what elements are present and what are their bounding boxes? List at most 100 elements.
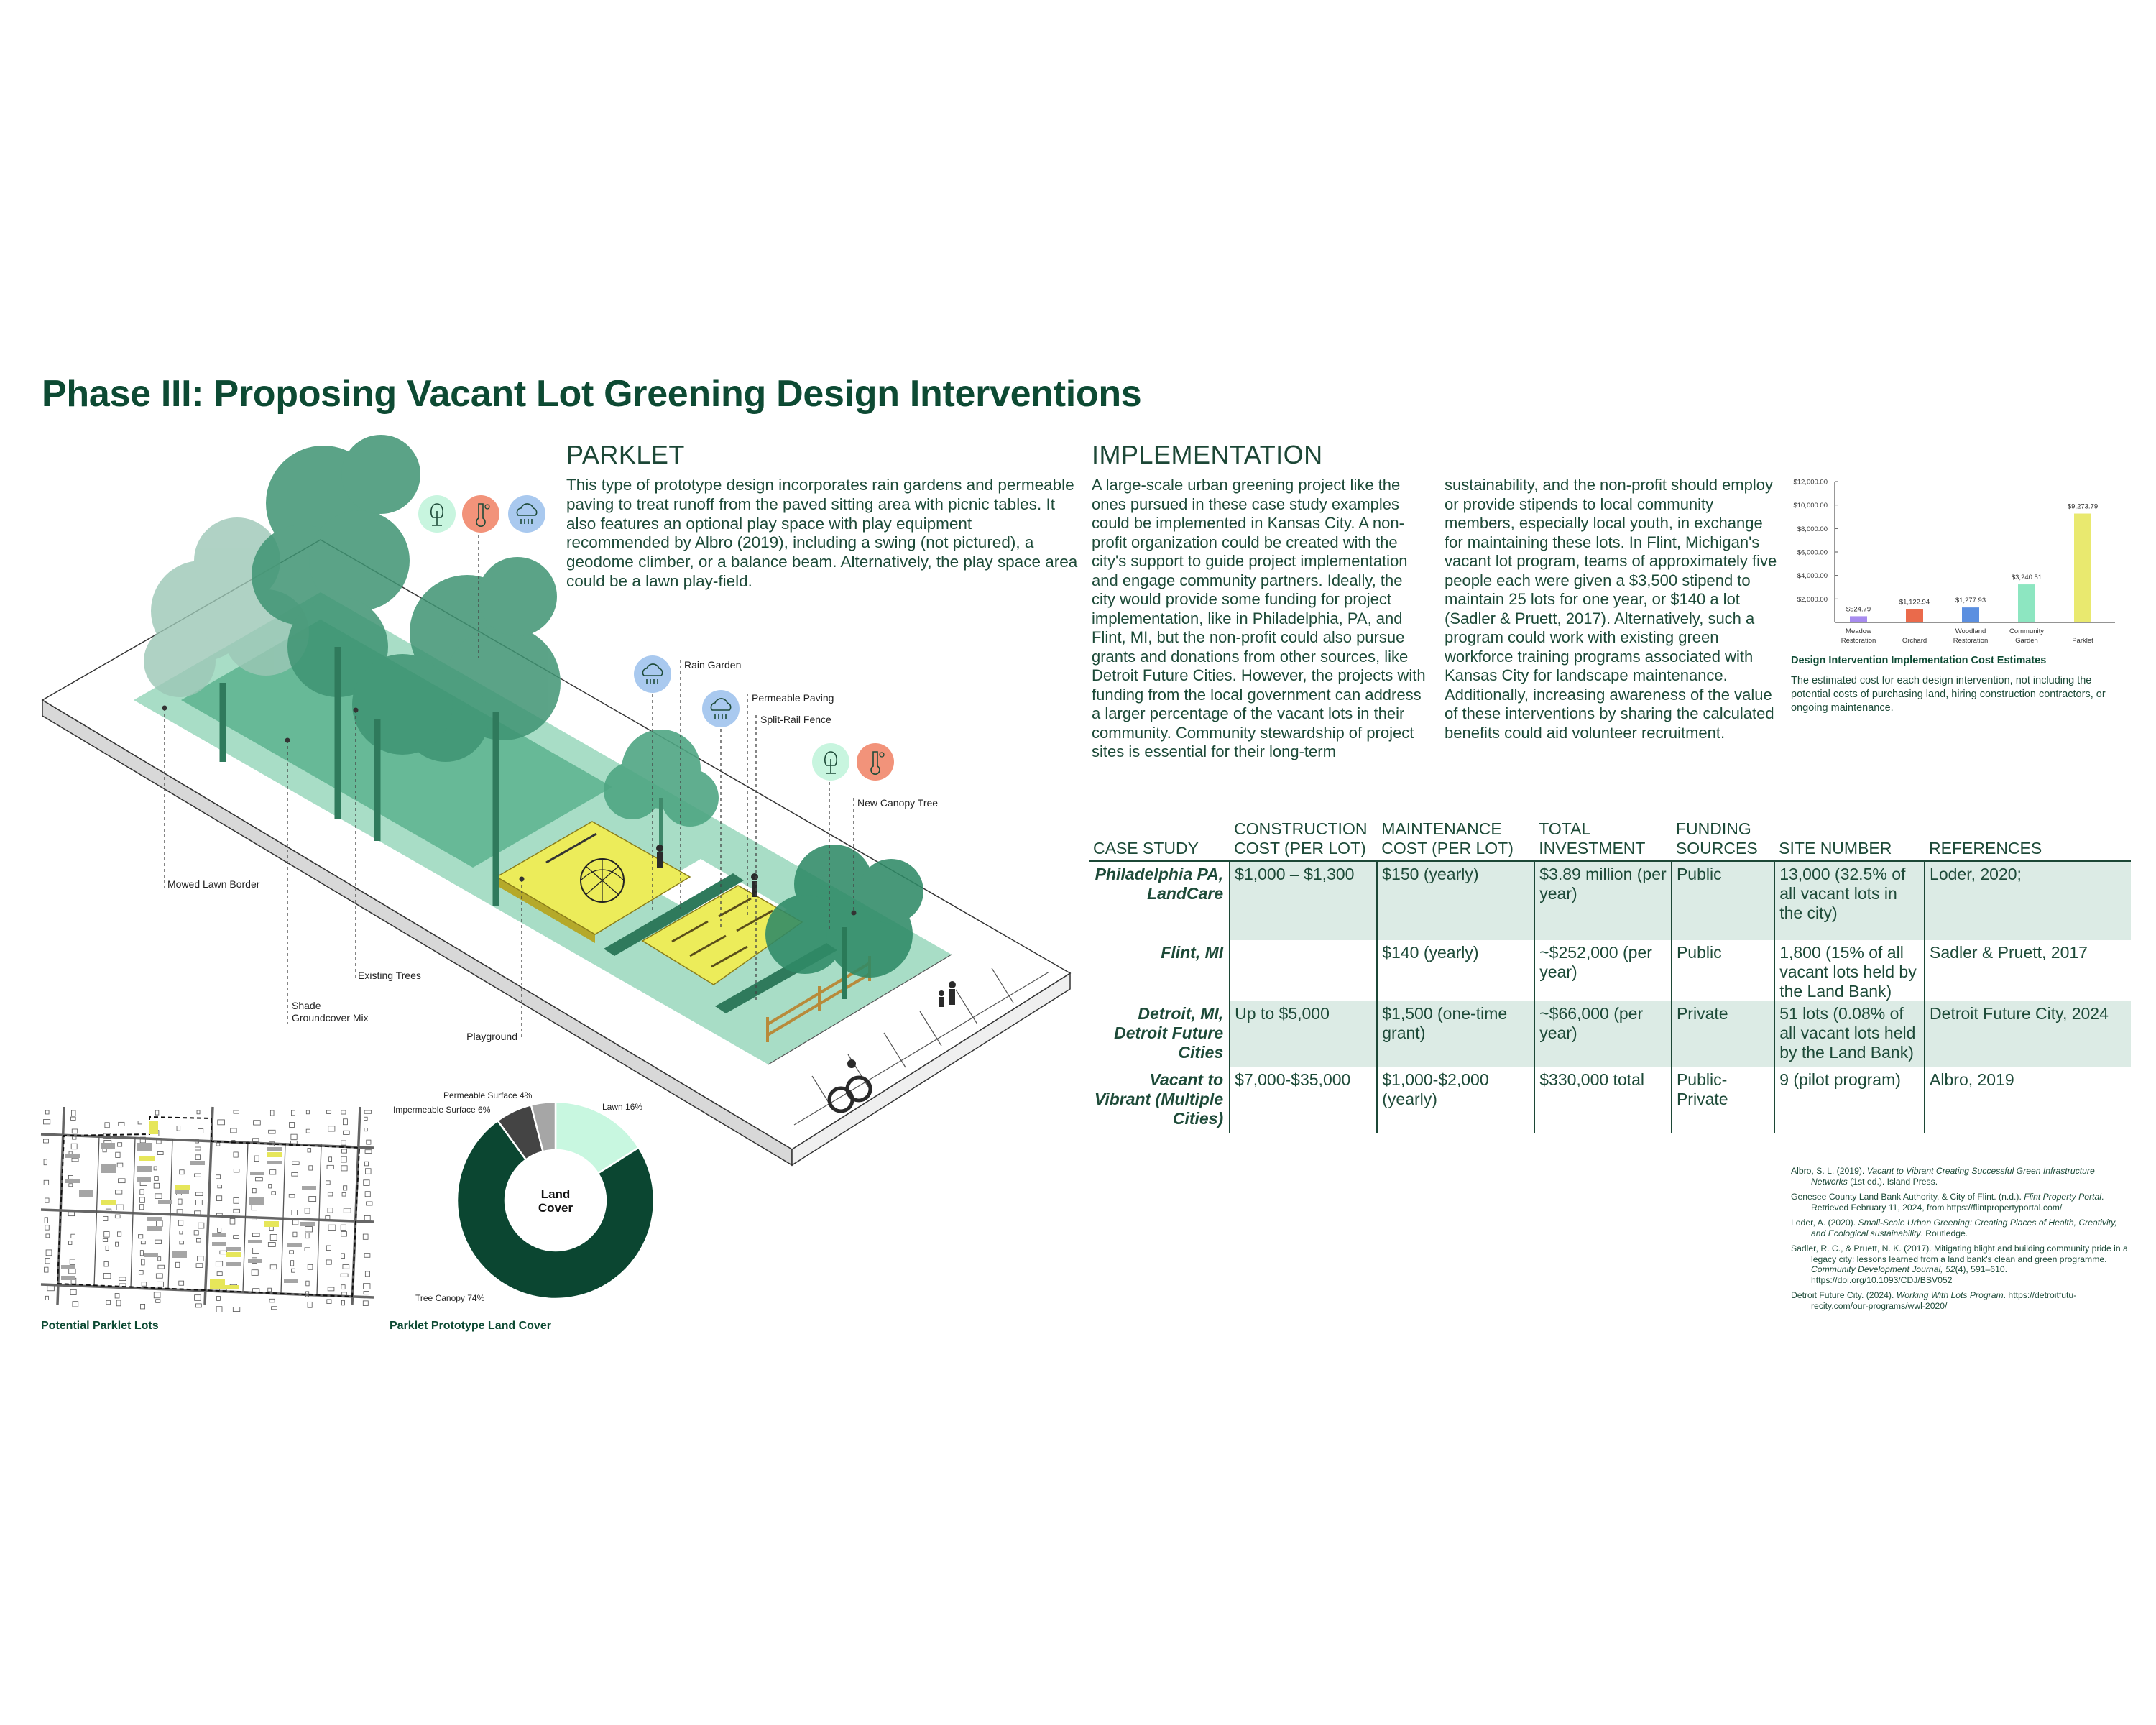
building-footprint <box>216 1296 221 1301</box>
bar <box>2018 584 2035 622</box>
building-footprint <box>103 1231 110 1238</box>
rain-cloud-icon <box>507 494 546 533</box>
building-footprint <box>118 1121 125 1126</box>
building-footprint <box>292 1231 298 1238</box>
building-footprint <box>71 1128 78 1134</box>
table-cell: $1,000 – $1,300 <box>1229 860 1378 940</box>
vacant-lot <box>147 1226 162 1230</box>
building-footprint <box>328 1156 333 1162</box>
building-footprint <box>326 1299 332 1304</box>
building-footprint <box>70 1289 77 1295</box>
table-cell: 1,800 (15% of all vacant lots held by th… <box>1774 939 1925 1001</box>
building-footprint <box>291 1110 296 1116</box>
building-footprint <box>252 1188 257 1194</box>
building-footprint <box>364 1110 372 1114</box>
bar-data-label: $524.79 <box>1846 605 1871 613</box>
building-footprint <box>106 1300 111 1305</box>
building-footprint <box>157 1264 165 1269</box>
building-footprint <box>139 1204 144 1210</box>
building-footprint <box>105 1245 109 1251</box>
y-tick-label: $10,000.00 <box>1793 502 1828 510</box>
page-title: Phase III: Proposing Vacant Lot Greening… <box>42 373 1142 415</box>
label-existing-trees: Existing Trees <box>358 970 421 981</box>
table-cell <box>1229 939 1378 1001</box>
building-footprint <box>217 1119 225 1126</box>
building-footprint <box>341 1253 345 1259</box>
building-footprint <box>43 1179 50 1185</box>
building-footprint <box>233 1197 239 1204</box>
building-footprint <box>116 1162 124 1168</box>
donut-slice <box>530 1100 557 1153</box>
building-footprint <box>195 1200 203 1205</box>
building-footprint <box>157 1151 164 1155</box>
building-footprint <box>304 1247 310 1251</box>
potential-parklet-lot <box>226 1252 241 1257</box>
building-footprint <box>216 1306 223 1312</box>
building-footprint <box>195 1303 202 1308</box>
building-footprint <box>103 1215 109 1221</box>
building-footprint <box>198 1222 205 1229</box>
building-footprint <box>140 1304 146 1310</box>
building-footprint <box>193 1230 199 1236</box>
column-header: CONSTRUCTION COST (PER LOT) <box>1230 819 1378 862</box>
vacant-lot <box>226 1262 241 1266</box>
rain-cloud-icon <box>701 689 740 728</box>
table-cell: $330,000 total <box>1534 1067 1672 1133</box>
bar-chart-title: Design Intervention Implementation Cost … <box>1791 655 2047 666</box>
building-footprint <box>155 1193 162 1199</box>
building-footprint <box>364 1149 372 1154</box>
potential-parklet-lot <box>175 1184 190 1190</box>
building-footprint <box>179 1230 183 1235</box>
slice-label: Impermeable Surface 6% <box>393 1105 491 1115</box>
building-footprint <box>341 1300 345 1306</box>
building-footprint <box>305 1280 310 1287</box>
potential-parklet-lot <box>219 1285 239 1289</box>
building-footprint <box>69 1259 75 1266</box>
potential-parklet-lot <box>264 1221 279 1227</box>
building-footprint <box>307 1148 312 1153</box>
building-footprint <box>252 1247 259 1254</box>
building-footprint <box>153 1292 161 1299</box>
building-footprint <box>155 1239 162 1244</box>
building-footprint <box>365 1168 372 1174</box>
table-row: Detroit, MI, Detroit Future Cities Up to … <box>1089 1000 2131 1067</box>
table-cell: Loder, 2020; <box>1924 860 2131 940</box>
building-footprint <box>327 1192 333 1197</box>
building-footprint <box>68 1268 76 1274</box>
bar-data-label: $9,273.79 <box>2068 503 2098 511</box>
building-footprint <box>328 1224 336 1230</box>
y-tick-label: $8,000.00 <box>1797 525 1828 533</box>
table-cell: $140 (yearly) <box>1376 939 1535 1001</box>
vacant-lot <box>147 1217 162 1221</box>
existing-trees <box>144 435 561 906</box>
building-footprint <box>252 1138 259 1142</box>
building-footprint <box>341 1156 347 1163</box>
building-footprint <box>305 1128 310 1133</box>
building-footprint <box>271 1191 276 1195</box>
vacant-lot <box>158 1200 172 1204</box>
building-footprint <box>270 1264 277 1270</box>
column-header: SITE NUMBER <box>1774 819 1925 862</box>
rain-garden-strip <box>604 873 744 956</box>
building-footprint <box>308 1165 313 1171</box>
vacant-lot <box>212 1233 226 1237</box>
tree-icon <box>418 494 456 533</box>
building-footprint <box>270 1110 275 1116</box>
donut-chart-title: Parklet Prototype Land Cover <box>390 1320 551 1332</box>
potential-parklet-lot <box>267 1152 282 1157</box>
building-footprint <box>326 1245 331 1251</box>
building-footprint <box>139 1197 145 1203</box>
building-footprint <box>268 1184 272 1189</box>
vacant-lot <box>226 1247 241 1251</box>
table-row: Vacant to Vibrant (Multiple Cities) $7,00… <box>1089 1067 2131 1133</box>
building-footprint <box>115 1190 123 1195</box>
building-footprint <box>139 1189 144 1195</box>
building-footprint <box>139 1250 144 1256</box>
building-footprint <box>288 1194 295 1198</box>
thermometer-sun-icon <box>856 742 895 781</box>
building-footprint <box>196 1110 201 1115</box>
building-footprint <box>269 1298 275 1303</box>
reference-entry: Genesee County Land Bank Authority, & Ci… <box>1791 1192 2104 1213</box>
building-footprint <box>45 1249 52 1256</box>
table-cell: Private <box>1670 1000 1775 1067</box>
